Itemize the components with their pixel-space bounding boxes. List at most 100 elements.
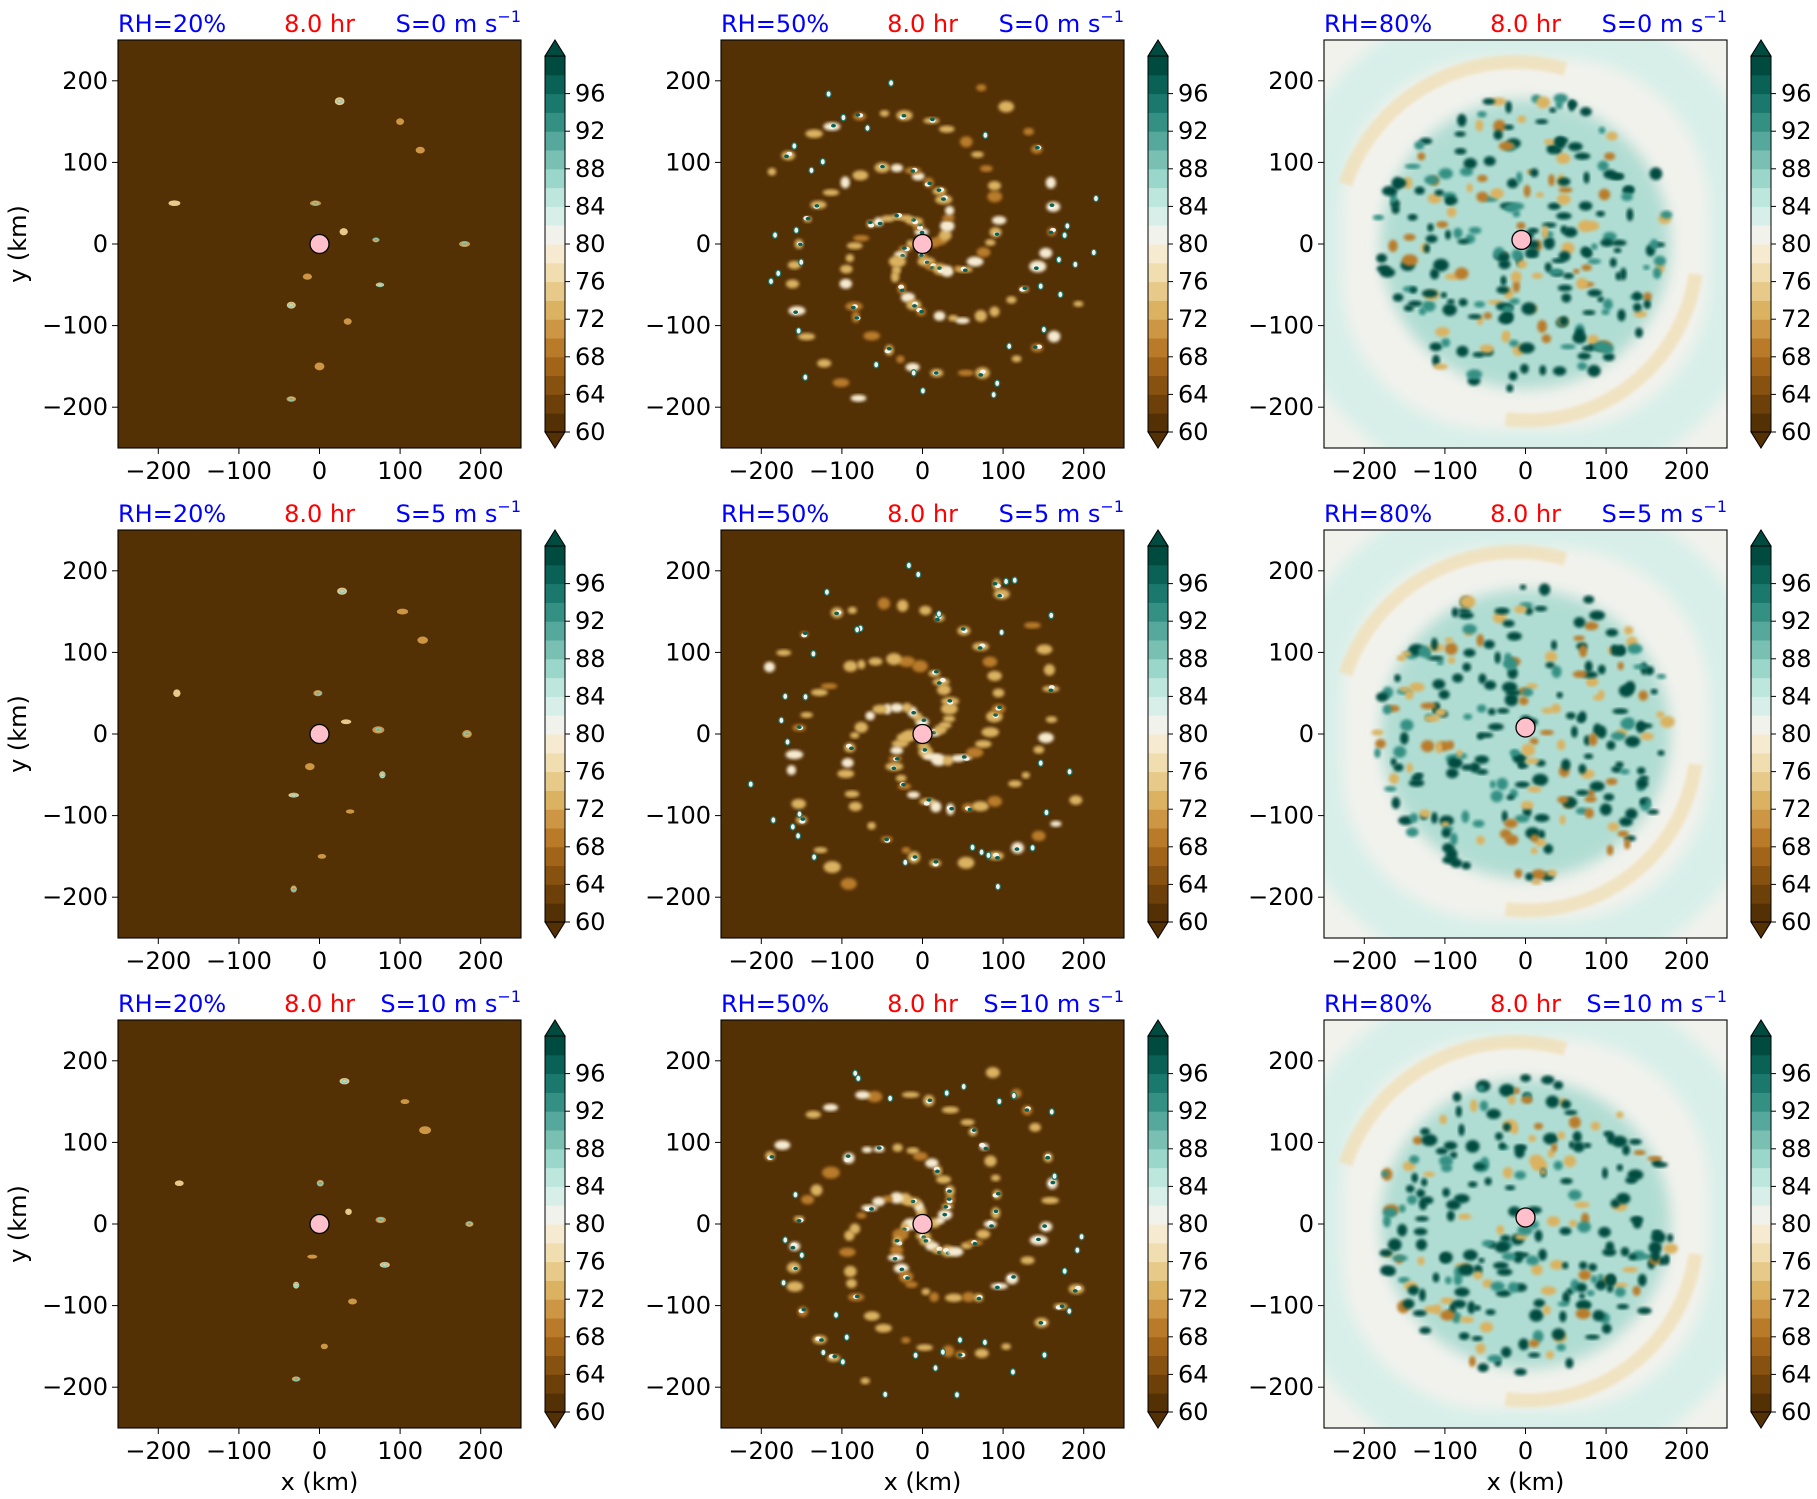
x-tick-label: 200	[1061, 457, 1107, 485]
colorbar-tick-label: 92	[1178, 1097, 1209, 1125]
cell	[1492, 611, 1507, 624]
cell	[1463, 158, 1477, 169]
y-tick-label: −200	[645, 883, 711, 911]
cell	[372, 726, 385, 734]
cell	[1575, 277, 1589, 290]
colorbar-segment	[1751, 1036, 1771, 1056]
colorbar-segment	[1751, 884, 1771, 904]
colorbar-tick-label: 92	[575, 117, 606, 145]
cell	[168, 200, 181, 207]
band-cell	[940, 702, 958, 715]
band-cell	[1023, 127, 1035, 136]
cell	[1422, 1171, 1436, 1177]
colorbar-segment	[1751, 1073, 1771, 1093]
band-cell	[966, 747, 984, 758]
cell	[1557, 284, 1573, 292]
cell-core-moist	[801, 1307, 807, 1312]
shear-exponent: −1	[1100, 7, 1124, 26]
colorbar-tick-label: 64	[575, 380, 606, 408]
colorbar-tick-label: 72	[575, 305, 606, 333]
cell	[415, 146, 425, 154]
colorbar-tick-label: 68	[575, 1323, 606, 1351]
cell	[1394, 674, 1401, 683]
colorbar-segment	[545, 375, 565, 395]
y-axis: 200 100 0 −100 −200	[1248, 557, 1324, 911]
cell	[1563, 272, 1574, 280]
y-tick-label: −100	[1248, 802, 1314, 830]
outer-cell	[852, 1069, 859, 1078]
colorbar-segment	[1751, 112, 1771, 132]
cell	[1578, 1269, 1592, 1281]
band-cell	[976, 84, 987, 92]
x-axis: −200 −100 0 100 200	[1331, 1428, 1710, 1465]
cell	[1502, 1166, 1513, 1179]
band-cell	[865, 711, 875, 721]
cell	[1616, 1303, 1629, 1310]
colorbar-tick-label: 68	[1178, 343, 1209, 371]
colorbar-segment	[1148, 338, 1168, 358]
cell	[1559, 1227, 1572, 1236]
colorbar-segment	[1751, 865, 1771, 885]
cell	[1550, 703, 1562, 714]
colorbar-tick-label: 96	[1781, 570, 1812, 598]
cell-core-moist	[978, 373, 984, 377]
colorbar-segment	[1751, 1318, 1771, 1338]
colorbar-tick-label: 80	[1178, 1210, 1209, 1238]
shear-exponent: −1	[1703, 987, 1727, 1006]
cell	[1622, 1266, 1638, 1273]
cell	[1530, 879, 1542, 885]
band-cell	[906, 1147, 920, 1154]
cell	[1446, 206, 1457, 218]
cell	[1514, 1170, 1526, 1180]
time-label: 8.0 hr	[284, 990, 355, 1018]
cell	[1557, 1131, 1566, 1140]
colorbar-segment	[1148, 790, 1168, 810]
band-cell	[1033, 745, 1045, 754]
band-cell	[944, 205, 955, 216]
cell	[1498, 252, 1510, 263]
y-tick-label: 200	[62, 557, 108, 585]
rh-label: RH=20%	[118, 990, 226, 1018]
colorbar-segment	[1148, 112, 1168, 132]
shear-value: S=10 m s	[983, 990, 1100, 1018]
cell-core-moist	[994, 232, 1000, 236]
band-cell	[929, 1292, 939, 1302]
cell	[1393, 763, 1404, 772]
cell	[1504, 652, 1512, 663]
y-axis: 200 100 0 −100 −200	[42, 557, 118, 911]
outer-cell	[1009, 1368, 1017, 1376]
shear-label: S=10 m s−1	[983, 987, 1124, 1018]
cell	[1627, 643, 1643, 655]
cell	[1577, 361, 1588, 371]
cell	[1542, 1305, 1551, 1315]
cell	[1482, 98, 1496, 105]
cell	[419, 1126, 432, 1135]
outer-cell	[882, 1390, 889, 1399]
cell	[1539, 365, 1547, 376]
colorbar-segment	[545, 1036, 565, 1056]
cell	[1639, 798, 1647, 805]
y-tick-label: 0	[1299, 720, 1314, 748]
colorbar: 96 92 88 84 80 76 72 68 64 60	[1147, 529, 1209, 939]
cell	[1375, 738, 1386, 749]
colorbar-segment	[1148, 1186, 1168, 1206]
cell	[1502, 619, 1515, 628]
band-cell	[847, 606, 857, 614]
outer-cell	[782, 1236, 789, 1244]
band-cell	[840, 877, 857, 890]
cell	[1433, 258, 1449, 272]
outer-cell	[808, 166, 815, 175]
cell	[1421, 1134, 1438, 1147]
cell	[1606, 844, 1614, 856]
colorbar-tick-label: 68	[575, 833, 606, 861]
cell	[1438, 689, 1450, 700]
cell	[1428, 655, 1444, 661]
y-axis-label: y (km)	[4, 205, 32, 283]
cell	[1391, 205, 1400, 214]
cell	[1511, 249, 1523, 261]
cell-core-moist	[1024, 1108, 1030, 1112]
colorbar-segment	[1751, 658, 1771, 679]
cell	[1565, 712, 1576, 720]
band-cell	[890, 271, 900, 283]
y-tick-label: 0	[93, 230, 108, 258]
